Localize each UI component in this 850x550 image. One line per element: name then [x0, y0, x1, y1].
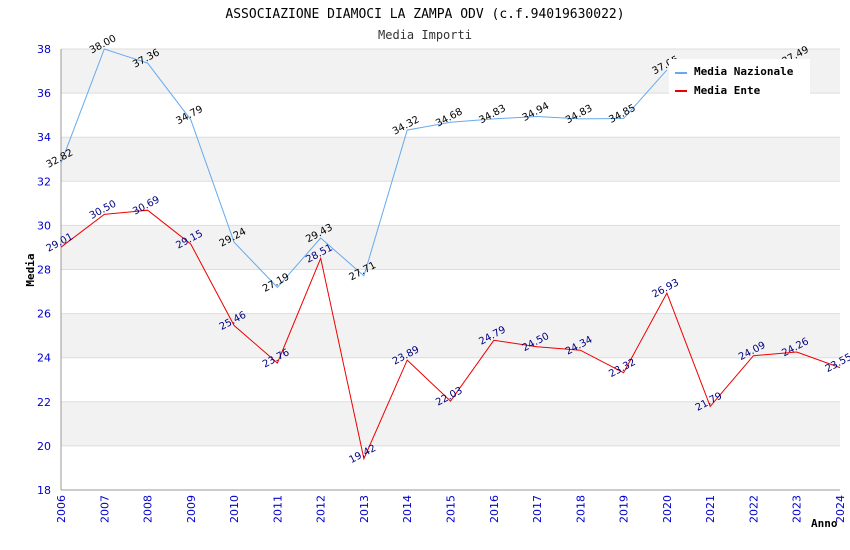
plot-band — [61, 93, 840, 138]
y-tick-label: 32 — [37, 175, 51, 188]
x-tick-label: 2009 — [185, 495, 198, 523]
legend-label-media-ente: Media Ente — [694, 84, 761, 97]
x-tick-label: 2013 — [358, 495, 371, 523]
x-tick-label: 2008 — [142, 495, 155, 523]
x-tick-label: 2017 — [531, 495, 544, 523]
x-tick-label: 2010 — [228, 495, 241, 523]
plot-band — [61, 181, 840, 226]
plot-band — [61, 313, 840, 358]
chart-title: ASSOCIAZIONE DIAMOCI LA ZAMPA ODV (c.f.9… — [225, 7, 624, 22]
y-tick-label: 24 — [37, 352, 51, 365]
x-tick-label: 2018 — [574, 495, 587, 523]
legend-label-media-nazionale: Media Nazionale — [694, 65, 794, 78]
y-tick-label: 36 — [37, 87, 51, 100]
chart-subtitle: Media Importi — [378, 28, 472, 42]
legend-box — [669, 59, 810, 95]
x-tick-label: 2007 — [98, 495, 111, 523]
y-tick-label: 28 — [37, 264, 51, 277]
x-tick-label: 2012 — [315, 495, 328, 523]
x-tick-label: 2021 — [704, 495, 717, 523]
legend: Media Nazionale Media Ente — [669, 59, 810, 97]
y-tick-label: 20 — [37, 440, 51, 453]
plot-background-bands — [61, 49, 840, 490]
x-tick-labels: 2006 2007 2008 2009 2010 2011 2012 2013 2014 2015… — [55, 495, 847, 523]
y-tick-label: 30 — [37, 219, 51, 232]
plot-band — [61, 357, 840, 402]
series-line-media-ente — [60, 209, 841, 461]
x-tick-label: 2020 — [661, 495, 674, 523]
y-tick-label: 38 — [37, 43, 51, 56]
y-tick-label: 18 — [37, 484, 51, 497]
plot-band — [61, 269, 840, 314]
x-tick-label: 2015 — [445, 495, 458, 523]
x-tick-label: 2024 — [834, 495, 847, 523]
x-tick-label: 2019 — [618, 495, 631, 523]
x-tick-label: 2023 — [791, 495, 804, 523]
x-tick-label: 2022 — [747, 495, 760, 523]
y-tick-labels: 18 20 22 24 26 28 30 32 34 36 38 — [37, 43, 51, 497]
plot-band — [61, 445, 840, 490]
x-tick-label: 2011 — [271, 495, 284, 523]
x-tick-label: 2014 — [401, 495, 414, 523]
plot-band — [61, 401, 840, 446]
x-tick-label: 2016 — [488, 495, 501, 523]
y-tick-label: 34 — [37, 131, 51, 144]
y-tick-label: 26 — [37, 308, 51, 321]
series-line-media-nazionale — [60, 48, 668, 289]
x-tick-label: 2006 — [55, 495, 68, 523]
y-tick-label: 22 — [37, 396, 51, 409]
x-axis-label: Anno — [811, 517, 838, 530]
plot-band — [61, 137, 840, 182]
series-lines — [60, 48, 841, 461]
y-axis-label: Media — [24, 253, 37, 286]
plot-band — [61, 225, 840, 270]
